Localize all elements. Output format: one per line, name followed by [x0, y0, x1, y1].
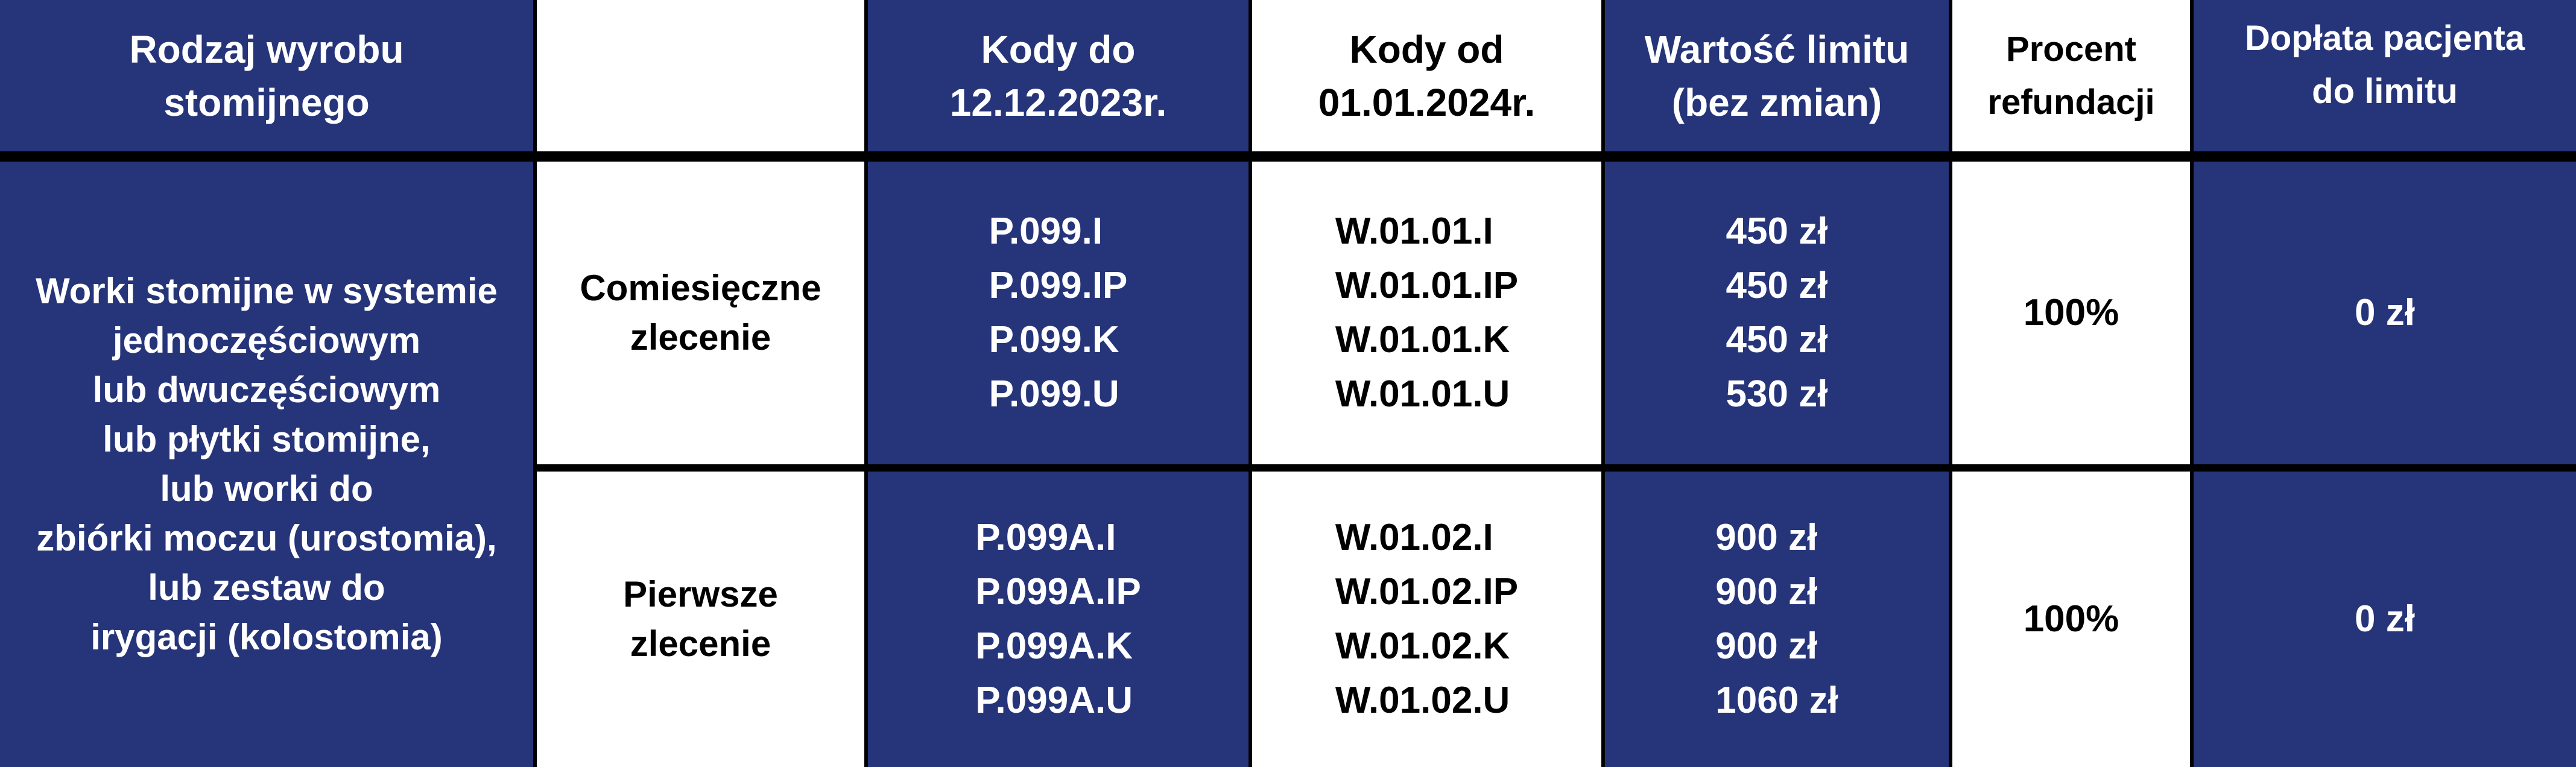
monthly-order-old-codes: P.099.I P.099.IP P.099.K P.099.U	[868, 162, 1248, 464]
header-text: (bez zmian)	[1671, 80, 1882, 124]
first-order-order-type: Pierwsze zlecenie	[537, 472, 864, 767]
monthly-order-refund-percent: 100%	[1952, 162, 2190, 464]
limit-values-text: 900 zł	[1715, 625, 1818, 667]
product-description: Worki stomijne w systemie jednoczęściowy…	[0, 162, 533, 767]
header-limit-value: Wartość limitu (bez zmian)	[1605, 0, 1949, 151]
product-line: lub worki do	[160, 469, 373, 509]
new-codes-text: W.01.01.K	[1335, 319, 1510, 361]
product-line: Worki stomijne w systemie	[36, 271, 498, 311]
product-line: jednoczęściowym	[112, 320, 421, 361]
header-text: Kody do	[981, 27, 1136, 71]
order-type-text: zlecenie	[630, 317, 771, 358]
new-codes-text: W.01.01.I	[1335, 210, 1493, 252]
first-order-limit-values: 900 zł 900 zł 900 zł 1060 zł	[1605, 472, 1949, 767]
header-text: Dopłata pacjenta	[2244, 19, 2525, 58]
header-patient-copay: Dopłata pacjenta do limitu	[2194, 0, 2576, 151]
header-empty	[537, 0, 864, 151]
patient-copay-text: 0 zł	[2355, 598, 2415, 640]
old-codes-text: P.099A.I	[975, 517, 1116, 558]
header-old-codes: Kody do 12.12.2023r.	[868, 0, 1248, 151]
header-text: refundacji	[1987, 82, 2155, 122]
first-order-old-codes: P.099A.I P.099A.IP P.099A.K P.099A.U	[868, 472, 1248, 767]
header-text: Wartość limitu	[1644, 27, 1910, 71]
product-line: lub zestaw do	[148, 567, 385, 608]
header-new-codes: Kody od 01.01.2024r.	[1252, 0, 1601, 151]
new-codes-text: W.01.02.I	[1335, 517, 1493, 558]
header-text: Kody od	[1349, 27, 1504, 71]
order-type-text: zlecenie	[630, 623, 771, 664]
new-codes-text: W.01.02.U	[1335, 680, 1510, 721]
old-codes-text: P.099.K	[989, 319, 1119, 361]
first-order-patient-copay: 0 zł	[2194, 472, 2576, 767]
product-line: irygacji (kolostomia)	[90, 617, 443, 657]
monthly-order-order-type: Comiesięczne zlecenie	[537, 162, 864, 464]
limit-values-text: 450 zł	[1726, 319, 1828, 361]
limit-values-text: 900 zł	[1715, 517, 1818, 558]
monthly-order-new-codes: W.01.01.I W.01.01.IP W.01.01.K W.01.01.U	[1252, 162, 1601, 464]
header-product-type: Rodzaj wyrobu stomijnego	[0, 0, 533, 151]
limit-values-text: 1060 zł	[1715, 680, 1838, 721]
header-text: Rodzaj wyrobu	[129, 27, 404, 71]
new-codes-text: W.01.02.K	[1335, 625, 1510, 667]
product-line: lub płytki stomijne,	[103, 419, 431, 459]
header-text: stomijnego	[163, 80, 370, 124]
header-refund-percent: Procent refundacji	[1952, 0, 2190, 151]
new-codes-text: W.01.02.IP	[1335, 571, 1519, 613]
product-line: zbiórki moczu (urostomia),	[36, 518, 497, 558]
new-codes-text: W.01.01.U	[1335, 373, 1510, 415]
header-text: Procent	[2006, 29, 2136, 69]
product-line: lub dwuczęściowym	[92, 370, 441, 410]
header-text: do limitu	[2312, 72, 2458, 111]
old-codes-text: P.099.I	[989, 210, 1103, 252]
first-order-new-codes: W.01.02.I W.01.02.IP W.01.02.K W.01.02.U	[1252, 472, 1601, 767]
first-order-refund-percent: 100%	[1952, 472, 2190, 767]
limit-values-text: 450 zł	[1726, 210, 1828, 252]
limit-values-text: 450 zł	[1726, 265, 1828, 306]
old-codes-text: P.099A.U	[975, 680, 1133, 721]
old-codes-text: P.099.U	[989, 373, 1119, 415]
header-text: 12.12.2023r.	[949, 80, 1167, 124]
monthly-order-limit-values: 450 zł 450 zł 450 zł 530 zł	[1605, 162, 1949, 464]
patient-copay-text: 0 zł	[2355, 292, 2415, 333]
header-text: 01.01.2024r.	[1318, 80, 1536, 124]
limit-values-text: 530 zł	[1726, 373, 1828, 415]
monthly-order-patient-copay: 0 zł	[2194, 162, 2576, 464]
order-type-text: Pierwsze	[623, 574, 778, 614]
old-codes-text: P.099A.K	[975, 625, 1133, 667]
new-codes-text: W.01.01.IP	[1335, 265, 1519, 306]
refund-percent-text: 100%	[2023, 292, 2119, 333]
refund-percent-text: 100%	[2023, 598, 2119, 640]
old-codes-text: P.099A.IP	[975, 571, 1141, 613]
limit-values-text: 900 zł	[1715, 571, 1818, 613]
order-type-text: Comiesięczne	[580, 268, 821, 308]
old-codes-text: P.099.IP	[989, 265, 1128, 306]
